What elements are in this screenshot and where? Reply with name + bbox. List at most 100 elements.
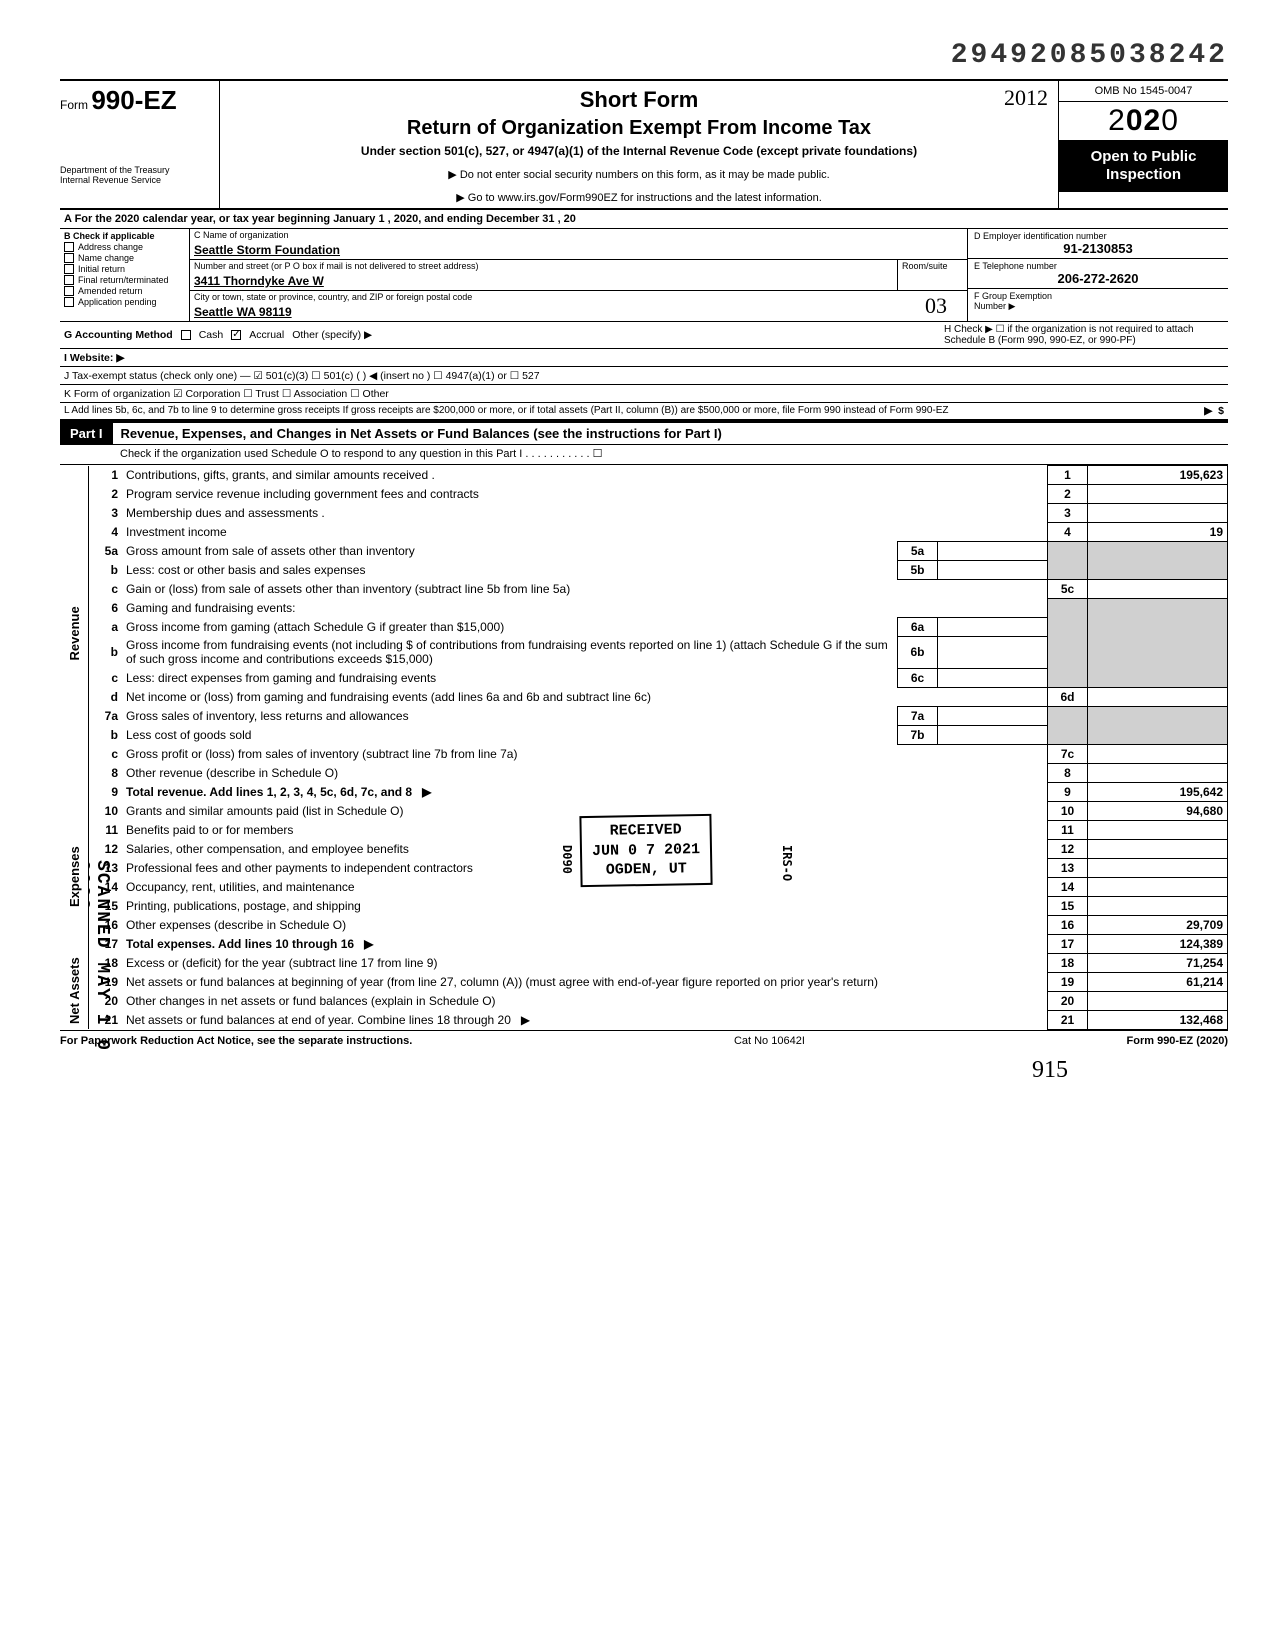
n5a: 5a (88, 542, 122, 561)
tel-label: E Telephone number (974, 261, 1222, 271)
b5c: 5c (1048, 580, 1088, 599)
received-stamp: RECEIVED JUN 0 7 2021 OGDEN, UT (579, 814, 712, 887)
page-footer: For Paperwork Reduction Act Notice, see … (60, 1030, 1228, 1047)
n6b: b (88, 636, 122, 668)
v5c (1088, 580, 1228, 599)
recv-2: JUN 0 7 2021 (592, 840, 700, 861)
open-public-2: Inspection (1063, 166, 1224, 184)
m7a: 7a (898, 706, 938, 725)
chk-final[interactable] (64, 275, 74, 285)
d5c: Gain or (loss) from sale of assets other… (122, 580, 1048, 599)
city: Seattle WA 98119 (190, 303, 967, 321)
v17: 124,389 (1088, 934, 1228, 953)
chk-pending[interactable] (64, 297, 74, 307)
v2 (1088, 485, 1228, 504)
street: 3411 Thorndyke Ave W (190, 272, 897, 290)
side-revenue: Revenue (60, 466, 88, 802)
n6a: a (88, 617, 122, 636)
d20: Other changes in net assets or fund bala… (122, 991, 1048, 1010)
m7b: 7b (898, 725, 938, 744)
telephone: 206-272-2620 (974, 271, 1222, 286)
mv5a (938, 542, 1048, 561)
city-label: City or town, state or province, country… (190, 291, 967, 303)
n21: 21 (88, 1010, 122, 1029)
d2: Program service revenue including govern… (122, 485, 1048, 504)
tax-year: 2020 (1059, 102, 1228, 140)
n17: 17 (88, 934, 122, 953)
b9: 9 (1048, 782, 1088, 801)
d9: Total revenue. Add lines 1, 2, 3, 4, 5c,… (126, 785, 412, 799)
v21: 132,468 (1088, 1010, 1228, 1029)
form-of-org: K Form of organization ☑ Corporation ☐ T… (64, 388, 389, 400)
m6a: 6a (898, 617, 938, 636)
b6d: 6d (1048, 687, 1088, 706)
b7c: 7c (1048, 744, 1088, 763)
v7c (1088, 744, 1228, 763)
chk-amended[interactable] (64, 286, 74, 296)
name-label: C Name of organization (190, 229, 967, 241)
grp-label: F Group Exemption (974, 291, 1222, 301)
lbl-initial: Initial return (78, 264, 125, 274)
short-form-title: Short Form (228, 87, 1050, 113)
form-prefix: Form (60, 98, 88, 112)
v16: 29,709 (1088, 915, 1228, 934)
website-label: I Website: ▶ (64, 352, 124, 364)
b18: 18 (1048, 953, 1088, 972)
n1: 1 (88, 466, 122, 485)
n2: 2 (88, 485, 122, 504)
v6d (1088, 687, 1228, 706)
n13: 13 (88, 858, 122, 877)
v13 (1088, 858, 1228, 877)
n20: 20 (88, 991, 122, 1010)
part1-sub: Check if the organization used Schedule … (60, 445, 1228, 465)
b11: 11 (1048, 820, 1088, 839)
line-l-text: L Add lines 5b, 6c, and 7b to line 9 to … (64, 405, 949, 417)
lbl-final: Final return/terminated (78, 275, 169, 285)
chk-accrual[interactable] (231, 330, 241, 340)
row-j: J Tax-exempt status (check only one) — ☑… (60, 367, 1228, 385)
b19: 19 (1048, 972, 1088, 991)
d3: Membership dues and assessments . (122, 504, 1048, 523)
b2: 2 (1048, 485, 1088, 504)
d15: Printing, publications, postage, and shi… (122, 896, 1048, 915)
d6b: Gross income from fundraising events (no… (122, 636, 898, 668)
b4: 4 (1048, 523, 1088, 542)
n7b: b (88, 725, 122, 744)
ein-label: D Employer identification number (974, 231, 1222, 241)
n6c: c (88, 668, 122, 687)
lbl-name: Name change (78, 253, 134, 263)
lbl-cash: Cash (199, 329, 224, 341)
grp-label2: Number ▶ (974, 301, 1222, 312)
n16: 16 (88, 915, 122, 934)
v18: 71,254 (1088, 953, 1228, 972)
n5c: c (88, 580, 122, 599)
room-label: Room/suite (897, 260, 967, 290)
n10: 10 (88, 801, 122, 820)
chk-initial[interactable] (64, 264, 74, 274)
footer-form: Form 990-EZ (2020) (1127, 1035, 1228, 1047)
d19: Net assets or fund balances at beginning… (122, 972, 1048, 991)
d6: Gaming and fundraising events: (122, 599, 1048, 618)
m5b: 5b (898, 561, 938, 580)
m6c: 6c (898, 668, 938, 687)
stamp-d090: D090 (560, 845, 574, 874)
recv-1: RECEIVED (591, 820, 699, 841)
lbl-accrual: Accrual (249, 329, 284, 341)
chk-cash[interactable] (181, 330, 191, 340)
mv7a (938, 706, 1048, 725)
v9: 195,642 (1088, 782, 1228, 801)
row-g: G Accounting Method Cash Accrual Other (… (60, 322, 1228, 349)
b17: 17 (1048, 934, 1088, 953)
form-number: 990-EZ (91, 85, 176, 115)
b15: 15 (1048, 896, 1088, 915)
mv6a (938, 617, 1048, 636)
n14: 14 (88, 877, 122, 896)
chk-name[interactable] (64, 253, 74, 263)
g-label: G Accounting Method (64, 329, 173, 341)
chk-address[interactable] (64, 242, 74, 252)
d1: Contributions, gifts, grants, and simila… (122, 466, 1048, 485)
lbl-pending: Application pending (78, 297, 157, 307)
b12: 12 (1048, 839, 1088, 858)
n3: 3 (88, 504, 122, 523)
handwritten-year: 2012 (1004, 85, 1048, 111)
